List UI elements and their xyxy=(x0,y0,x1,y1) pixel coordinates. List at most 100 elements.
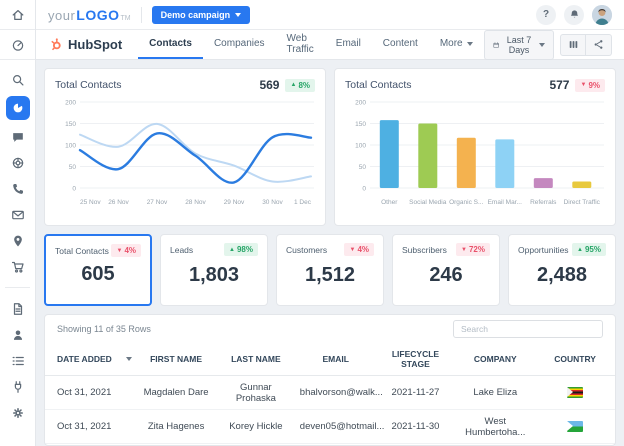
svg-text:Social Media: Social Media xyxy=(409,199,447,206)
kpi-label: Leads xyxy=(170,245,193,255)
table-search-input[interactable] xyxy=(453,320,603,338)
kpi-label: Total Contacts xyxy=(55,246,109,256)
target-icon xyxy=(11,156,25,170)
kpi-value: 1,803 xyxy=(170,264,258,287)
share-icon xyxy=(593,39,604,50)
hubspot-brand: HubSpot xyxy=(48,30,122,59)
phone-icon xyxy=(11,182,25,196)
kpi-value: 2,488 xyxy=(518,264,606,287)
toolbar-button-group xyxy=(560,34,612,56)
share-button[interactable] xyxy=(586,34,612,56)
location-pin-icon xyxy=(11,234,25,248)
plug-icon xyxy=(11,380,25,394)
column-header-company[interactable]: Company xyxy=(455,343,535,376)
kpi-label: Opportunities xyxy=(518,245,569,255)
svg-text:0: 0 xyxy=(362,185,366,192)
tab-contacts[interactable]: Contacts xyxy=(138,30,203,59)
column-header-first-name[interactable]: First Name xyxy=(136,343,216,376)
column-header-email[interactable]: Email xyxy=(296,343,376,376)
kpi-header: Leads98% xyxy=(170,243,258,256)
chart-title: Total Contacts xyxy=(345,79,412,91)
sidebar-item-chat[interactable] xyxy=(6,127,30,146)
kpi-card-leads[interactable]: Leads98% 1,803 xyxy=(160,234,268,306)
sidebar-item-settings[interactable] xyxy=(6,403,30,422)
cell-email: bhalvorson@walk... xyxy=(296,376,376,410)
table-row-count: Showing 11 of 35 Rows xyxy=(57,324,151,334)
column-header-date-added[interactable]: Date Added xyxy=(45,343,136,376)
sidebar-item-search[interactable] xyxy=(6,70,30,89)
svg-text:50: 50 xyxy=(69,164,77,171)
user-avatar[interactable] xyxy=(592,5,612,25)
notifications-button[interactable] xyxy=(564,5,584,25)
help-button[interactable]: ? xyxy=(536,5,556,25)
chart-total-value: 569 xyxy=(259,78,279,92)
tab-web-traffic[interactable]: Web Traffic xyxy=(276,30,325,59)
svg-text:Email Mar...: Email Mar... xyxy=(488,199,523,206)
columns-button[interactable] xyxy=(560,34,586,56)
app-window: your LOGO TM Demo campaign ? HubSpot Con… xyxy=(0,0,624,446)
cell-lifecycle-stage: 2021-11-30 xyxy=(376,410,456,444)
kpi-header: Total Contacts4% xyxy=(55,244,141,257)
shopping-cart-icon xyxy=(11,260,25,274)
report-tabs: Contacts Companies Web Traffic Email Con… xyxy=(138,30,483,59)
kpi-card-subscribers[interactable]: Subscribers72% 246 xyxy=(392,234,500,306)
sidebar-item-dashboard[interactable] xyxy=(0,30,35,60)
table-row[interactable]: Oct 31, 2021 Zita Hagenes Korey Hickle d… xyxy=(45,410,615,444)
kpi-card-total-contacts[interactable]: Total Contacts4% 605 xyxy=(44,234,152,306)
svg-text:100: 100 xyxy=(65,142,76,149)
kpi-value: 1,512 xyxy=(286,264,374,287)
date-range-label: Last 7 Days xyxy=(504,35,534,55)
tab-label: Companies xyxy=(214,38,265,49)
sidebar-item-plug[interactable] xyxy=(6,377,30,396)
cell-company: West Humbertoha... xyxy=(455,410,535,444)
contacts-table: Date Added First Name Last Name Email Li… xyxy=(45,343,615,446)
bell-icon xyxy=(569,9,580,20)
tab-label: Contacts xyxy=(149,38,192,49)
toolbar-actions: Last 7 Days xyxy=(484,30,612,59)
dashboard-main: Total Contacts 569 8% 05010015020025 Nov… xyxy=(36,60,624,446)
table-row[interactable]: Oct 31, 2021 Magdalen Dare Gunnar Prohas… xyxy=(45,376,615,410)
sidebar-item-phone[interactable] xyxy=(6,179,30,198)
line-chart-header: Total Contacts 569 8% xyxy=(55,78,315,92)
svg-text:28 Nov: 28 Nov xyxy=(185,199,206,206)
cell-email: deven05@hotmail... xyxy=(296,410,376,444)
kpi-card-customers[interactable]: Customers4% 1,512 xyxy=(276,234,384,306)
logo-your-text: your xyxy=(48,8,75,23)
sidebar-item-location[interactable] xyxy=(6,231,30,250)
total-contacts-bar-chart[interactable]: 050100150200OtherSocial MediaOrganic S..… xyxy=(345,96,605,214)
tab-email[interactable]: Email xyxy=(325,30,372,59)
sidebar-item-user[interactable] xyxy=(6,325,30,344)
tab-label: Email xyxy=(336,38,361,49)
svg-text:200: 200 xyxy=(355,99,366,106)
hubspot-brand-name: HubSpot xyxy=(68,37,122,52)
list-icon xyxy=(11,354,25,368)
kpi-header: Subscribers72% xyxy=(402,243,490,256)
sidebar-item-document[interactable] xyxy=(6,299,30,318)
sidebar-item-analytics[interactable] xyxy=(6,96,30,120)
sidebar-item-email[interactable] xyxy=(6,205,30,224)
column-header-lifecycle-stage[interactable]: Lifecycle Stage xyxy=(376,343,456,376)
tab-companies[interactable]: Companies xyxy=(203,30,276,59)
sidebar-item-cart[interactable] xyxy=(6,257,30,276)
tab-content[interactable]: Content xyxy=(372,30,429,59)
contacts-table-card: Showing 11 of 35 Rows Date Added First N… xyxy=(44,314,616,446)
svg-text:25 Nov: 25 Nov xyxy=(80,199,101,206)
column-header-country[interactable]: Country xyxy=(535,343,615,376)
total-contacts-line-chart[interactable]: 05010015020025 Nov26 Nov27 Nov28 Nov29 N… xyxy=(55,96,315,214)
tab-label: More xyxy=(440,38,463,49)
table-header-row: Date Added First Name Last Name Email Li… xyxy=(45,343,615,376)
date-range-button[interactable]: Last 7 Days xyxy=(484,30,554,60)
kpi-card-opportunities[interactable]: Opportunities95% 2,488 xyxy=(508,234,616,306)
sidebar-item-target[interactable] xyxy=(6,153,30,172)
chat-bubble-icon xyxy=(11,130,25,144)
svg-text:26 Nov: 26 Nov xyxy=(108,199,129,206)
sidebar-item-home[interactable] xyxy=(0,0,35,30)
column-header-last-name[interactable]: Last Name xyxy=(216,343,296,376)
svg-text:29 Nov: 29 Nov xyxy=(224,199,245,206)
campaign-selector-button[interactable]: Demo campaign xyxy=(152,6,251,24)
kpi-row: Total Contacts4% 605 Leads98% 1,803 Cust… xyxy=(44,234,616,306)
campaign-selector-label: Demo campaign xyxy=(161,10,231,20)
tab-more[interactable]: More xyxy=(429,30,484,59)
sidebar-item-list[interactable] xyxy=(6,351,30,370)
hubspot-logo-icon xyxy=(48,37,63,52)
